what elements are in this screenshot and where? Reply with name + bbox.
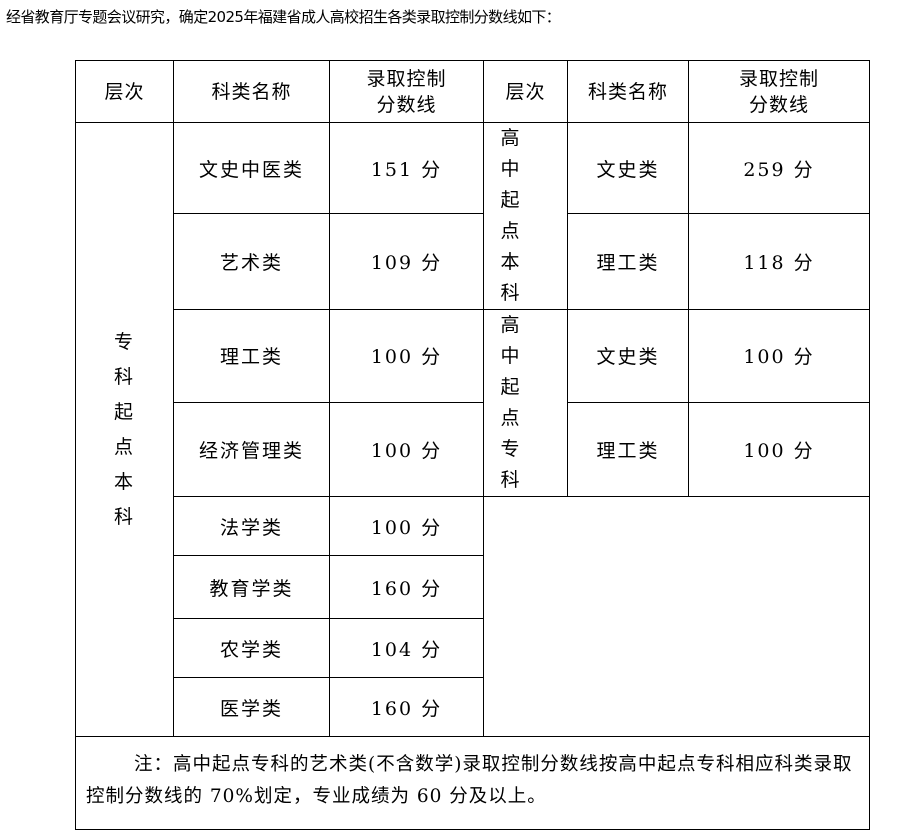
header-subject-2: 科类名称 xyxy=(567,60,689,123)
subject-cell: 医学类 xyxy=(173,677,330,737)
header-row: 层次 科类名称 录取控制分数线 层次 科类名称 录取控制分数线 xyxy=(75,60,870,123)
note-row: 注：高中起点专科的艺术类(不含数学)录取控制分数线按高中起点专科相应科类录取控制… xyxy=(75,736,870,830)
subject-cell: 农学类 xyxy=(173,618,330,678)
table-row: 艺术类 109 分 理工类 118 分 xyxy=(76,213,870,310)
level-label: 专科起点本科 xyxy=(113,330,135,528)
intro-text: 经省教育厅专题会议研究，确定2025年福建省成人高校招生各类录取控制分数线如下： xyxy=(6,8,561,26)
empty-cell xyxy=(483,496,870,737)
subject-cell: 经济管理类 xyxy=(173,401,330,498)
note-text: 注：高中起点专科的艺术类(不含数学)录取控制分数线按高中起点专科相应科类录取控制… xyxy=(86,754,853,807)
subject-cell: 文史类 xyxy=(567,309,689,403)
score-cell: 100 分 xyxy=(688,401,870,498)
score-cell: 104 分 xyxy=(329,618,484,678)
header-score: 录取控制 分数线 xyxy=(329,60,484,123)
table-row: 农学类 104 分 xyxy=(76,618,870,678)
subject-cell: 艺术类 xyxy=(173,213,330,310)
header-level: 层次 xyxy=(75,60,174,123)
score-cell: 118 分 xyxy=(688,213,870,310)
header-score-line2: 分数线 xyxy=(376,93,437,116)
header-score-2: 录取控制 分数线 xyxy=(688,60,870,123)
score-cell: 100 分 xyxy=(329,401,484,498)
score-cell: 259 分 xyxy=(688,121,870,215)
header-score-line1: 录取控制 xyxy=(738,67,819,90)
score-table: 层次 科类名称 录取控制分数线 层次 科类名称 录取控制分数线 专科起点本科 文… xyxy=(75,60,870,830)
subject-cell: 理工类 xyxy=(567,213,689,310)
level-zhuan-ben: 专科起点本科 xyxy=(75,122,174,737)
header-level-2: 层次 xyxy=(483,60,568,123)
subject-cell: 理工类 xyxy=(173,309,330,403)
level-gao-ben: 高中起点本科 xyxy=(483,122,568,310)
score-cell: 160 分 xyxy=(329,555,484,619)
subject-cell: 文史中医类 xyxy=(173,121,330,215)
note-cell: 注：高中起点专科的艺术类(不含数学)录取控制分数线按高中起点专科相应科类录取控制… xyxy=(75,736,870,830)
score-cell: 109 分 xyxy=(329,213,484,310)
table-row: 法学类 100 分 xyxy=(76,496,870,737)
subject-cell: 法学类 xyxy=(173,496,330,556)
subject-cell: 理工类 xyxy=(567,401,689,498)
score-cell: 100 分 xyxy=(329,309,484,403)
table-row: 教育学类 160 分 xyxy=(76,555,870,619)
level-label: 高中起点专科 xyxy=(500,314,534,491)
level-gao-zhuan: 高中起点专科 xyxy=(483,309,568,497)
header-score-line1: 录取控制 xyxy=(366,67,447,90)
score-cell: 100 分 xyxy=(688,309,870,403)
header-subject: 科类名称 xyxy=(173,60,330,123)
subject-cell: 教育学类 xyxy=(173,555,330,619)
table-row: 医学类 160 分 xyxy=(76,677,870,737)
score-cell: 160 分 xyxy=(329,677,484,737)
header-score-line2: 分数线 xyxy=(748,93,809,116)
score-cell: 151 分 xyxy=(329,121,484,215)
score-cell: 100 分 xyxy=(329,496,484,556)
table-row: 专科起点本科 文史中医类 151 分 高中起点本科 文史类 259 分 xyxy=(75,121,870,737)
table-row: 理工类 100 分 高中起点专科 文史类 100 分 xyxy=(76,309,870,497)
level-label: 高中起点本科 xyxy=(500,127,534,304)
subject-cell: 文史类 xyxy=(567,121,689,215)
table-row: 经济管理类 100 分 理工类 100 分 xyxy=(76,401,870,498)
